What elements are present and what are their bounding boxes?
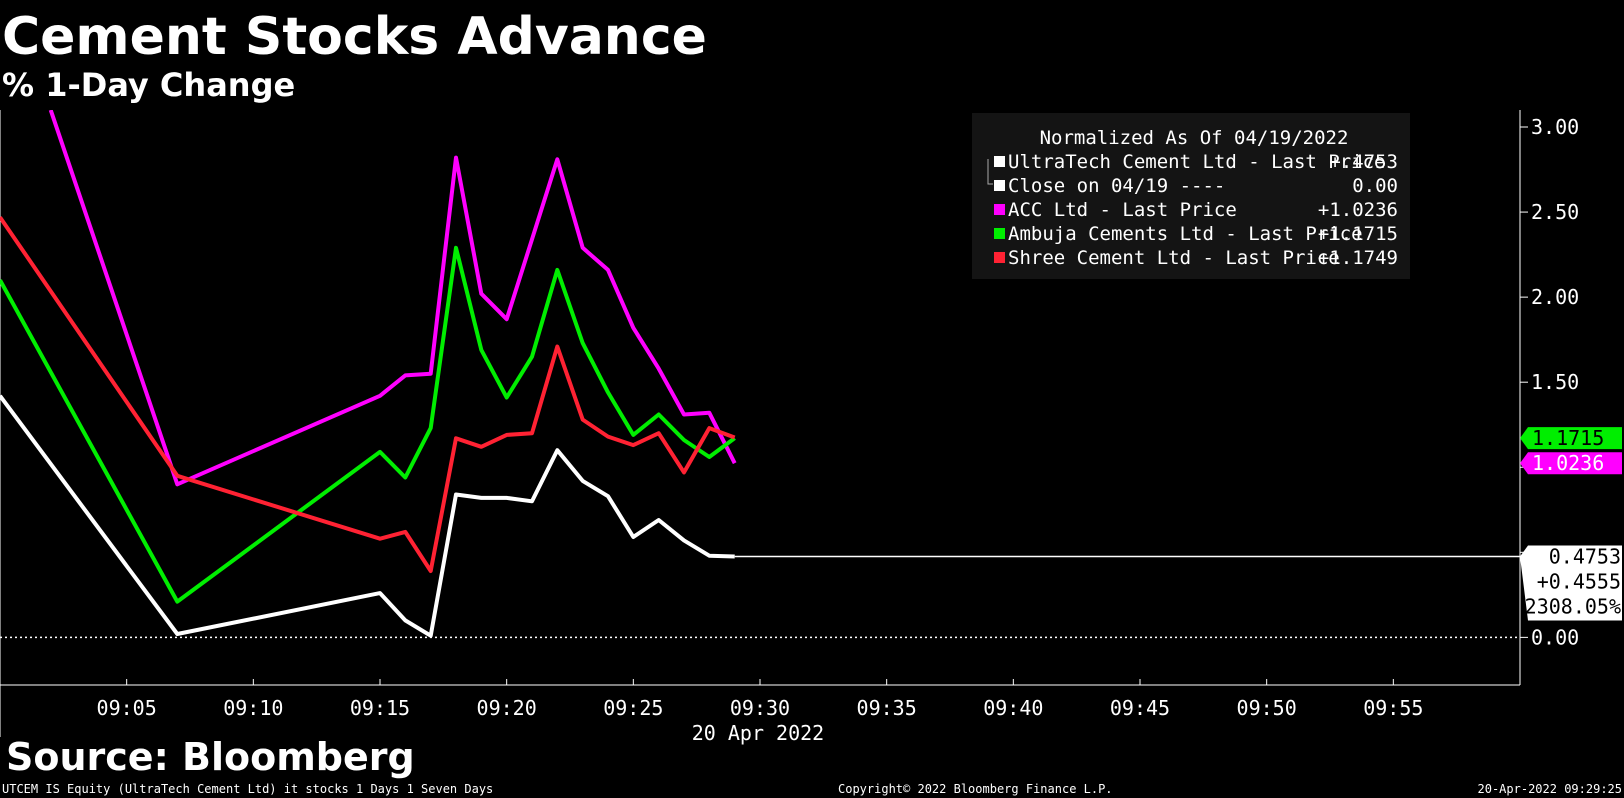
x-tick-label: 09:45 bbox=[1110, 696, 1170, 720]
legend-swatch-3 bbox=[994, 228, 1005, 239]
ultratech-box-line-2: 2308.05% bbox=[1525, 595, 1621, 619]
legend-swatch-4 bbox=[994, 252, 1005, 263]
x-tick-label: 09:05 bbox=[97, 696, 157, 720]
end-label-1: 1.0236 bbox=[1532, 451, 1604, 475]
legend-label-0: UltraTech Cement Ltd - Last Price bbox=[1008, 151, 1386, 173]
y-tick-label: 3.00 bbox=[1531, 115, 1579, 139]
legend-value-1: 0.00 bbox=[1352, 175, 1398, 197]
legend: Normalized As Of 04/19/2022 UltraTech Ce… bbox=[972, 113, 1410, 279]
legend-label-3: Ambuja Cements Ltd - Last Price bbox=[1008, 223, 1363, 245]
legend-label-1: Close on 04/19 ---- bbox=[1008, 175, 1225, 197]
legend-title: Normalized As Of 04/19/2022 bbox=[1040, 127, 1349, 149]
series-line-3 bbox=[0, 216, 736, 573]
x-tick-label: 09:40 bbox=[983, 696, 1043, 720]
ultratech-box-line-1: +0.4555 bbox=[1537, 570, 1621, 594]
legend-value-2: +1.0236 bbox=[1318, 199, 1398, 221]
y-tick-label: 2.50 bbox=[1531, 200, 1579, 224]
x-tick-label: 09:10 bbox=[223, 696, 283, 720]
legend-value-0: +.4753 bbox=[1329, 151, 1398, 173]
x-tick-label: 09:25 bbox=[603, 696, 663, 720]
y-tick-label: 1.50 bbox=[1531, 370, 1579, 394]
footer-left: UTCEM IS Equity (UltraTech Cement Ltd) i… bbox=[2, 782, 493, 796]
legend-swatch-0 bbox=[994, 156, 1005, 167]
legend-swatch-2 bbox=[994, 204, 1005, 215]
x-tick-label: 09:30 bbox=[730, 696, 790, 720]
ultratech-box-bg bbox=[1520, 545, 1622, 621]
ultratech-box-line-0: 0.4753 bbox=[1549, 545, 1621, 569]
legend-swatch-1 bbox=[994, 180, 1005, 191]
legend-value-3: +1.1715 bbox=[1318, 223, 1398, 245]
x-tick-label: 09:50 bbox=[1237, 696, 1297, 720]
end-label-0: 1.1715 bbox=[1532, 426, 1604, 450]
x-tick-label: 09:55 bbox=[1363, 696, 1423, 720]
end-label-bg-0 bbox=[1520, 427, 1622, 450]
plot-area: 3.00 2.50 2.00 1.50 0.00 09:05 09:10 09:15 09:20… bbox=[0, 110, 1622, 745]
x-tick-label: 09:20 bbox=[477, 696, 537, 720]
y-tick-label: 2.00 bbox=[1531, 285, 1579, 309]
chart-subtitle: % 1-Day Change bbox=[2, 66, 295, 104]
x-date-label: 20 Apr 2022 bbox=[692, 721, 824, 745]
legend-background bbox=[972, 113, 1410, 279]
y-tick-label: 0.00 bbox=[1531, 625, 1579, 649]
footer-center: Copyright© 2022 Bloomberg Finance L.P. bbox=[838, 782, 1113, 796]
series-line-1 bbox=[48, 110, 737, 487]
end-label-bg-1 bbox=[1520, 452, 1622, 475]
footer-right: 20-Apr-2022 09:29:25 bbox=[1478, 782, 1623, 796]
series-line-0 bbox=[0, 394, 735, 638]
legend-value-4: +1.1749 bbox=[1318, 247, 1398, 269]
legend-bracket bbox=[987, 159, 993, 185]
legend-label-2: ACC Ltd - Last Price bbox=[1008, 199, 1237, 221]
series-line-2 bbox=[0, 245, 736, 604]
legend-entries: UltraTech Cement Ltd - Last Price+.4753 C… bbox=[987, 151, 1398, 269]
legend-label-4: Shree Cement Ltd - Last Price bbox=[1008, 247, 1340, 269]
chart-title: Cement Stocks Advance bbox=[2, 7, 707, 67]
source-label: Source: Bloomberg bbox=[6, 735, 415, 779]
x-tick-label: 09:15 bbox=[350, 696, 410, 720]
x-tick-label: 09:35 bbox=[857, 696, 917, 720]
